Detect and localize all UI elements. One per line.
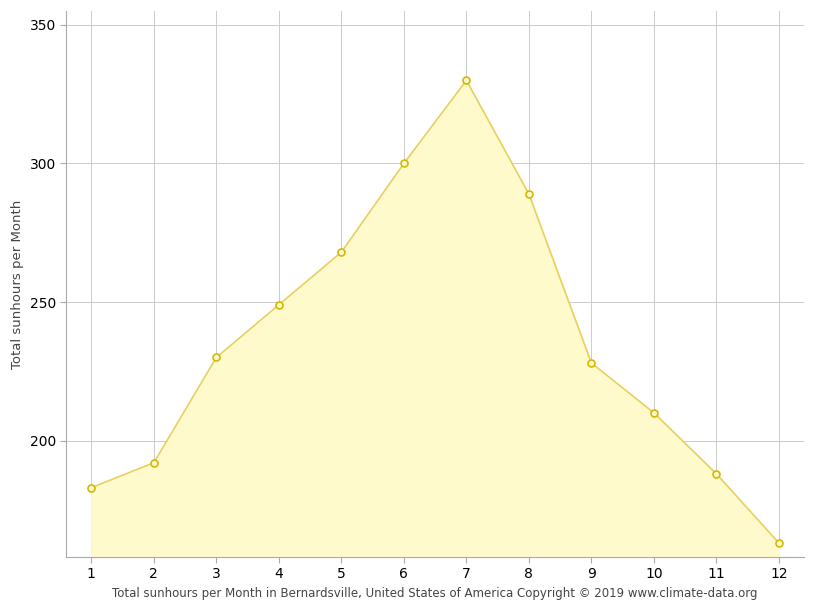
X-axis label: Total sunhours per Month in Bernardsville, United States of America Copyright © : Total sunhours per Month in Bernardsvill… [112,587,758,600]
Y-axis label: Total sunhours per Month: Total sunhours per Month [11,199,24,368]
